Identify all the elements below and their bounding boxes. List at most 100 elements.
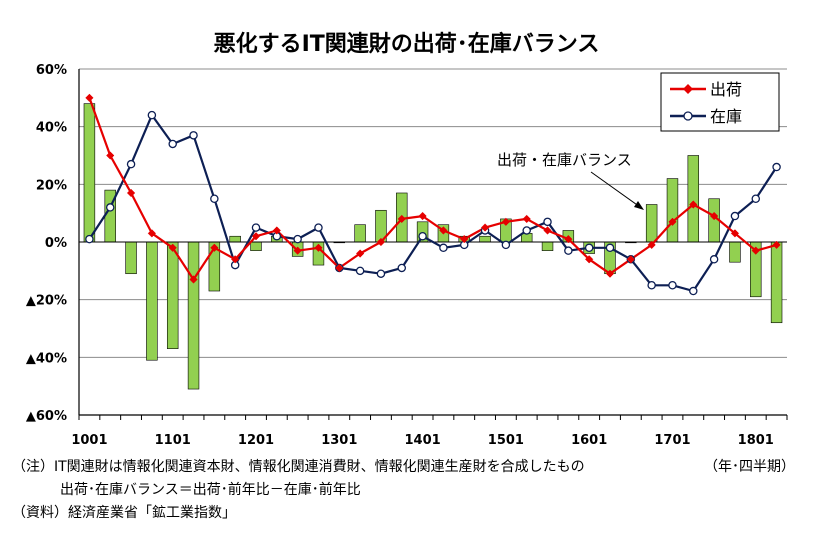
balance-bar-5	[187, 241, 200, 390]
x-tick-label-5: 1501	[488, 433, 524, 448]
shipment-point-28	[668, 217, 677, 226]
legend-box	[660, 72, 780, 132]
y-tick-label-6: ▲60%	[26, 409, 67, 424]
shipment-point-16	[418, 211, 427, 221]
shipment-point-12	[335, 263, 344, 273]
balance-bar-7	[229, 235, 241, 243]
note-line-3: （資料）経済産業省「鉱工業指数」	[12, 505, 236, 521]
y-tick-label-2: 20%	[36, 178, 67, 193]
inventory-point-16	[418, 231, 427, 241]
inventory-point-30	[709, 255, 719, 264]
shipment-point-29	[689, 200, 698, 209]
inventory-point-31	[730, 211, 740, 221]
inventory-point-1	[105, 203, 115, 212]
inventory-point-6	[210, 194, 219, 203]
inventory-point-10	[293, 234, 302, 244]
inventory-point-23	[564, 246, 573, 255]
shipment-point-8	[251, 232, 261, 241]
inventory-point-32	[751, 194, 761, 203]
shipment-point-9	[272, 226, 281, 235]
note-unit: （年･四半期）	[704, 459, 795, 475]
inventory-point-13	[355, 266, 365, 276]
note-line-1: （注）IT関連財は情報化関連資本財、情報化関連消費財、情報化関連生産財を合成した…	[12, 459, 585, 475]
inventory-point-15	[397, 263, 407, 273]
shipment-point-25	[605, 269, 615, 278]
shipment-point-26	[626, 255, 635, 264]
shipment-point-33	[772, 240, 781, 250]
x-tick-label-4: 1401	[404, 433, 440, 448]
shipment-point-19	[480, 223, 490, 232]
shipment-point-3	[147, 229, 157, 238]
shipment-point-6	[210, 243, 219, 252]
balance-bar-2	[125, 241, 137, 275]
shipment-point-21	[522, 214, 531, 224]
inventory-point-0	[85, 234, 94, 244]
shipment-point-24	[585, 255, 594, 264]
inventory-point-11	[314, 223, 323, 232]
chart-title: 悪化するIT関連財の出荷･在庫バランス	[213, 32, 600, 57]
shipment-point-23	[564, 234, 573, 244]
legend-shipment-label: 出荷	[710, 80, 742, 99]
annotation-arrow	[590, 171, 641, 208]
inventory-point-14	[376, 269, 386, 278]
y-tick-label-5: ▲40%	[26, 351, 67, 366]
shipment-point-1	[106, 151, 115, 160]
legend-inventory-marker	[683, 111, 693, 121]
inventory-point-2	[126, 159, 136, 169]
shipment-point-18	[460, 234, 469, 244]
y-tick-label-1: 40%	[36, 121, 67, 136]
y-tick-label-3: 0%	[45, 236, 67, 251]
annotation-arrowhead	[634, 201, 644, 210]
legend-shipment-marker	[683, 84, 693, 94]
shipment-point-14	[376, 237, 386, 247]
shipment-line	[88, 97, 777, 281]
inventory-point-21	[522, 226, 531, 235]
shipment-point-17	[439, 226, 448, 235]
balance-bar-27	[645, 204, 658, 243]
x-tick-label-6: 1601	[571, 433, 607, 448]
inventory-point-8	[251, 223, 261, 232]
inventory-point-29	[689, 286, 698, 296]
inventory-line	[88, 113, 778, 293]
inventory-point-24	[584, 243, 594, 253]
balance-bars	[83, 103, 783, 390]
inventory-point-27	[647, 280, 656, 290]
x-tick-label-2: 1201	[238, 433, 274, 448]
balance-bar-4	[166, 241, 179, 349]
shipment-point-15	[397, 214, 406, 224]
inventory-point-5	[189, 131, 198, 140]
balance-bar-33	[770, 241, 783, 324]
balance-bar-22	[541, 241, 554, 251]
shipment-point-32	[751, 246, 760, 255]
annotation-label: 出荷・在庫バランス	[497, 151, 632, 169]
series-lines	[85, 93, 781, 296]
y-tick-label-0: 60%	[36, 63, 67, 78]
shipment-point-4	[168, 243, 177, 252]
shipment-point-13	[355, 249, 365, 258]
x-tick-label-7: 1701	[654, 433, 690, 448]
x-tick-label-8: 1801	[738, 433, 774, 448]
balance-bar-8	[250, 241, 262, 251]
inventory-point-25	[605, 243, 615, 253]
inventory-point-22	[543, 217, 552, 227]
x-tick-label-1: 1101	[155, 433, 191, 448]
shipment-point-11	[314, 243, 323, 252]
shipment-point-27	[647, 240, 656, 250]
inventory-point-17	[439, 243, 448, 253]
x-tick-label-0: 1001	[71, 433, 107, 448]
balance-bar-31	[729, 241, 741, 263]
inventory-point-3	[147, 110, 157, 120]
inventory-point-20	[501, 240, 511, 250]
balance-bar-3	[146, 241, 158, 361]
inventory-point-28	[668, 280, 677, 290]
balance-bar-13	[354, 224, 366, 243]
shipment-point-7	[231, 255, 240, 264]
x-tick-label-3: 1301	[321, 433, 357, 448]
note-line-2: 出荷･在庫バランス＝出荷･前年比－在庫･前年比	[60, 482, 361, 498]
legend-inventory-label: 在庫	[710, 107, 742, 126]
shipment-point-30	[709, 211, 719, 221]
balance-bar-0	[83, 103, 96, 243]
shipment-point-20	[501, 217, 511, 226]
